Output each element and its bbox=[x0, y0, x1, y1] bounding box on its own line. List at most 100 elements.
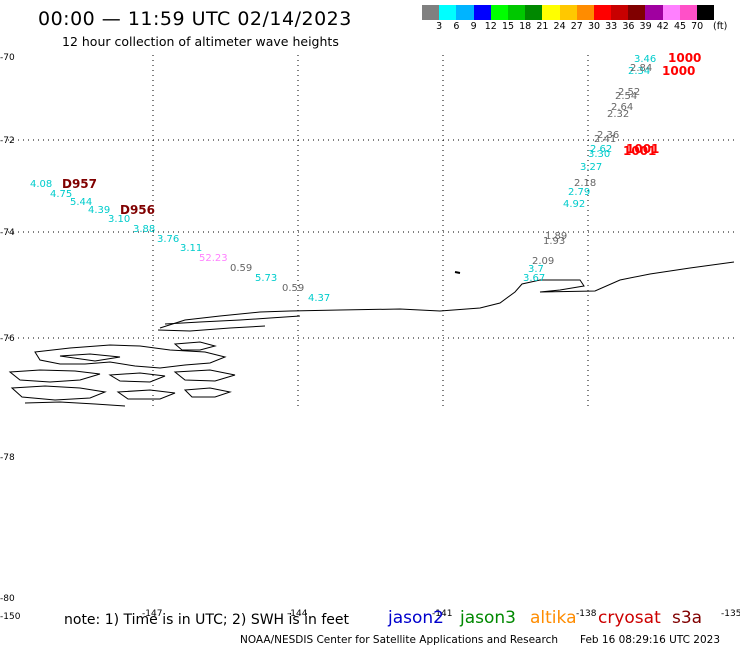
satellite-jason3: jason3 bbox=[460, 608, 516, 628]
swh-label: 5.73 bbox=[255, 273, 277, 284]
legend-label: 42 bbox=[656, 21, 669, 32]
swh-label: 0.59 bbox=[282, 283, 304, 294]
satellite-jason2: jason2 bbox=[388, 608, 444, 628]
chart-title: 00:00 — 11:59 UTC 02/14/2023 bbox=[38, 8, 352, 30]
legend-label: 33 bbox=[605, 21, 618, 32]
swh-label: 3.76 bbox=[157, 234, 179, 245]
legend-unit: (ft) bbox=[713, 21, 728, 32]
lat-label: -78 bbox=[0, 453, 15, 463]
swh-label: 3.30 bbox=[588, 149, 610, 160]
legend-swatch bbox=[628, 5, 646, 20]
swh-label: 4.75 bbox=[50, 189, 72, 200]
legend-label: 24 bbox=[553, 21, 566, 32]
footer-credit: NOAA/NESDIS Center for Satellite Applica… bbox=[240, 634, 558, 646]
legend-swatch bbox=[593, 5, 612, 20]
legend-swatch bbox=[662, 5, 680, 20]
legend-label: 9 bbox=[470, 21, 477, 32]
lon-label: -144 bbox=[287, 609, 308, 619]
swh-label: 3.27 bbox=[580, 162, 602, 173]
swh-label: 2.18 bbox=[574, 178, 596, 189]
legend-swatch bbox=[697, 5, 715, 20]
swh-label: 3.10 bbox=[108, 214, 130, 225]
swh-label: 3.11 bbox=[180, 243, 202, 254]
legend-swatch bbox=[679, 5, 697, 20]
lon-label: -135 bbox=[721, 609, 740, 619]
swh-label: 2.62 bbox=[590, 144, 612, 155]
swh-label: 3.46 bbox=[634, 54, 656, 65]
ice-island bbox=[8, 369, 101, 383]
lat-label: -74 bbox=[0, 228, 15, 238]
lat-label: -70 bbox=[0, 53, 15, 63]
ice-island bbox=[59, 353, 121, 362]
legend-swatch bbox=[490, 5, 508, 20]
legend-label: 45 bbox=[673, 21, 687, 32]
legend-label: 21 bbox=[536, 21, 549, 32]
legend-swatch bbox=[507, 5, 526, 20]
lon-label: -150 bbox=[0, 612, 21, 622]
swh-label: 3.7 bbox=[528, 264, 544, 275]
swh-label: 2.09 bbox=[532, 256, 554, 267]
legend-label: 3 bbox=[436, 21, 443, 32]
legend-swatch bbox=[559, 5, 577, 20]
chart-subtitle: 12 hour collection of altimeter wave hei… bbox=[62, 34, 339, 49]
lon-label: -147 bbox=[142, 609, 162, 619]
satellite-altika: altika bbox=[530, 608, 577, 628]
swh-label: 2.54 bbox=[615, 91, 637, 102]
swh-label: 4.92 bbox=[563, 199, 585, 210]
ice-island bbox=[34, 344, 227, 369]
swh-label: 2.36 bbox=[597, 130, 619, 141]
swh-label: 4.39 bbox=[88, 205, 110, 216]
grid-lines bbox=[8, 55, 734, 410]
legend-swatch bbox=[473, 5, 491, 20]
legend-swatch bbox=[542, 5, 560, 20]
ice-island bbox=[116, 389, 176, 400]
pressure-label: D957 bbox=[62, 177, 97, 191]
coastline-path bbox=[157, 325, 266, 332]
swh-label: 4.08 bbox=[30, 179, 52, 190]
lat-label: -80 bbox=[0, 594, 15, 604]
swh-label: 5.44 bbox=[70, 197, 92, 208]
legend-swatch bbox=[645, 5, 663, 20]
lat-label: -76 bbox=[0, 334, 15, 344]
wave-observations: 4.08 4.75 5.44 4.39 3.10 3.88 3.76 3.11 … bbox=[30, 54, 656, 304]
legend-label: 12 bbox=[484, 21, 497, 32]
legend-label: 30 bbox=[587, 21, 601, 32]
ice-island bbox=[24, 401, 126, 407]
swh-label: 4.37 bbox=[308, 293, 330, 304]
coastline-path bbox=[159, 261, 735, 329]
pressure-label: 1000 bbox=[662, 64, 695, 78]
legend-label: 39 bbox=[639, 21, 652, 32]
satellite-s3a: s3a bbox=[672, 608, 703, 628]
legend-label: 27 bbox=[570, 21, 583, 32]
legend-label: 15 bbox=[501, 21, 515, 32]
legend-swatch bbox=[422, 5, 440, 20]
legend-label: 6 bbox=[453, 21, 460, 32]
ice-island bbox=[173, 341, 217, 351]
legend-swatch bbox=[525, 5, 543, 20]
swh-label: 2.34 bbox=[628, 66, 650, 77]
small-island bbox=[454, 271, 461, 274]
coastline-path bbox=[164, 315, 301, 325]
swh-label: 0.59 bbox=[230, 263, 252, 274]
swh-label: 2.52 bbox=[618, 87, 640, 98]
lon-label: -141 bbox=[432, 609, 452, 619]
ice-island bbox=[173, 369, 236, 382]
footer-timestamp: Feb 16 08:29:16 UTC 2023 bbox=[580, 634, 720, 646]
legend-swatch bbox=[439, 5, 457, 20]
ice-island bbox=[183, 387, 232, 398]
legend-swatch bbox=[576, 5, 594, 20]
pressure-label: D956 bbox=[120, 203, 155, 217]
coastline bbox=[8, 261, 735, 407]
pressure-label: 1001 bbox=[623, 144, 656, 158]
ice-island bbox=[10, 385, 107, 401]
swh-label: 2.64 bbox=[611, 102, 633, 113]
satellite-cryosat: cryosat bbox=[598, 608, 661, 628]
swh-label: 2.79 bbox=[568, 187, 590, 198]
swh-label: 2.41 bbox=[594, 134, 616, 145]
swh-label: 3.88 bbox=[133, 224, 155, 235]
legend-swatch bbox=[456, 5, 474, 20]
pressure-labels: D957 D956 1001 1001 1000 1000 bbox=[62, 51, 701, 217]
footer-note: note: 1) Time is in UTC; 2) SWH is in fe… bbox=[64, 612, 350, 628]
pressure-label: 1000 bbox=[668, 51, 701, 65]
